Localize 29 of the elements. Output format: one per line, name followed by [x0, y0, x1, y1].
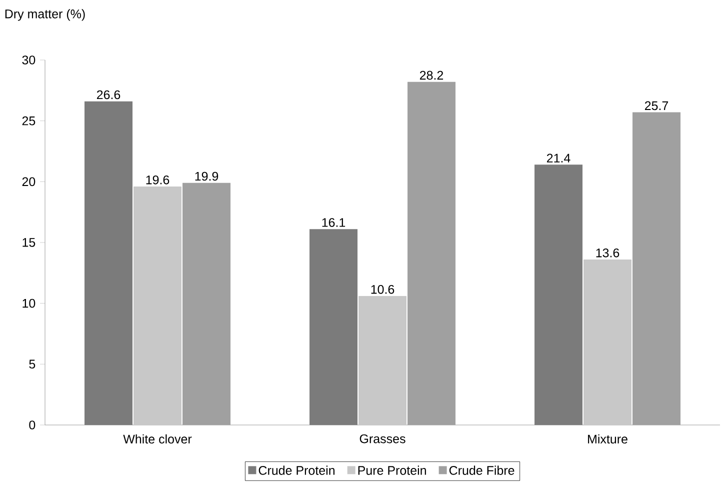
data-label: 26.6	[96, 90, 120, 100]
x-tick-label: Grasses	[360, 434, 406, 444]
x-tick-label: Mixture	[588, 434, 628, 444]
y-tick-label: 30	[22, 56, 36, 64]
y-tick-label: 10	[22, 298, 36, 308]
bar	[134, 186, 182, 425]
data-label: 13.6	[596, 248, 620, 258]
y-tick-label: 0	[29, 420, 36, 430]
data-label: 10.6	[371, 284, 394, 294]
y-tick-label: 15	[22, 238, 36, 247]
legend-label: Crude Protein	[258, 466, 334, 475]
data-label: 21.4	[546, 154, 570, 162]
y-tick-label: 5	[29, 360, 36, 369]
x-tick-label: White clover	[123, 434, 192, 444]
bar	[584, 260, 632, 425]
legend-label: Crude Fibre	[449, 466, 514, 475]
data-label: 28.2	[420, 70, 444, 80]
bar	[408, 82, 456, 425]
data-label: 25.7	[644, 101, 668, 110]
data-label: 16.1	[322, 218, 346, 227]
y-tick-label: 20	[22, 177, 36, 186]
bar	[632, 112, 680, 425]
bar	[182, 182, 231, 425]
data-label: 19.9	[195, 172, 218, 181]
legend-label: Pure Protein	[358, 466, 426, 475]
y-axis-title: Dry matter (%)	[5, 9, 85, 21]
y-tick-label: 25	[22, 116, 36, 126]
data-label: 19.6	[146, 175, 170, 184]
bar	[358, 296, 406, 425]
